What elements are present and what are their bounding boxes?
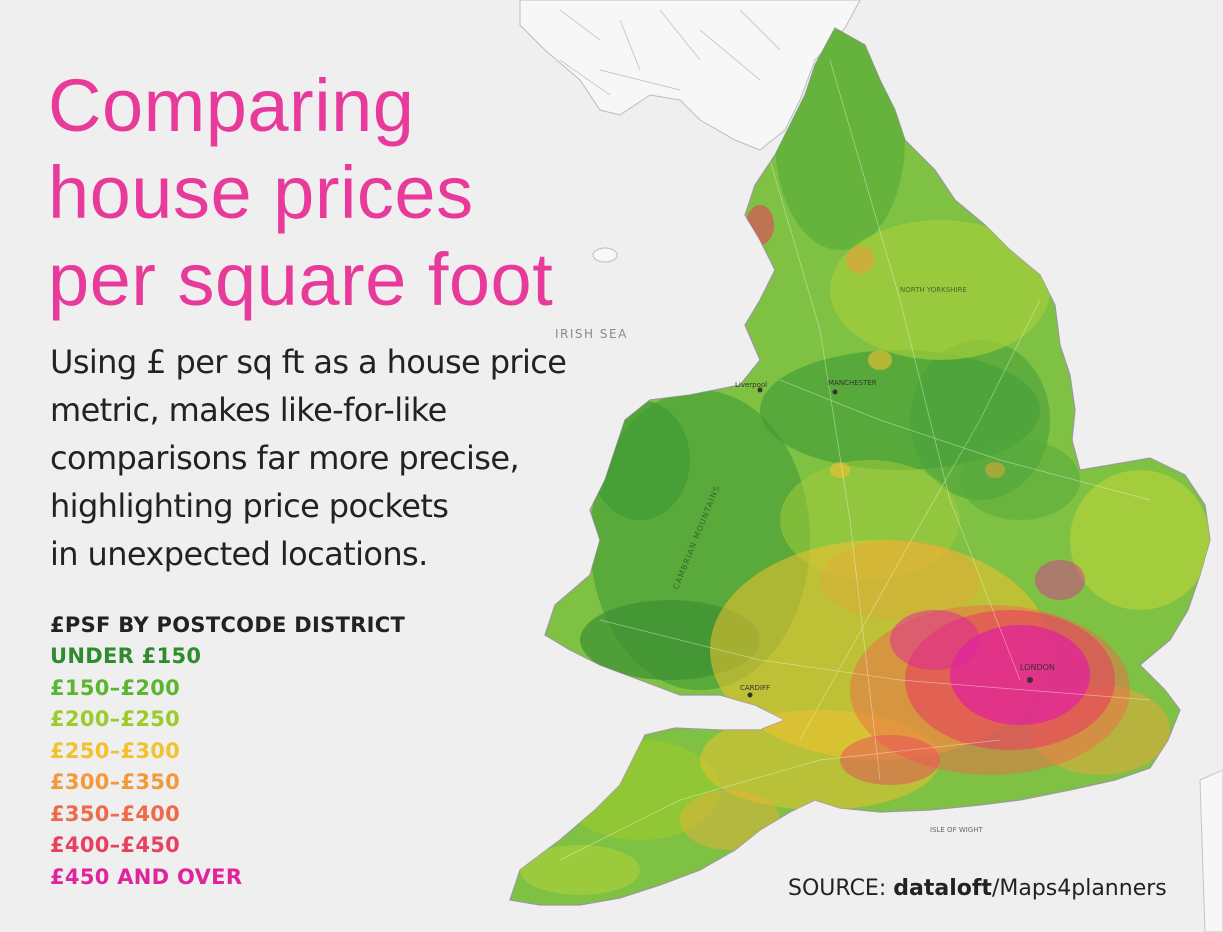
title-line: house prices (48, 151, 474, 234)
liverpool-label: Liverpool (735, 381, 767, 389)
north-yorkshire-label: NORTH YORKSHIRE (900, 286, 967, 294)
manchester-label: MANCHESTER (828, 379, 877, 387)
title-line: per square foot (48, 238, 554, 321)
irish-sea-label: IRISH SEA (555, 327, 628, 341)
source-credit: SOURCE: dataloft/Maps4planners (788, 876, 1167, 901)
legend-item-250-300: £250–£300 (50, 738, 181, 763)
legend-item-400-450: £400–£450 (50, 833, 181, 857)
description-line: highlighting price pockets (50, 487, 449, 525)
legend-item-300-350: £300–£350 (50, 770, 181, 794)
legend-item-under-150: UNDER £150 (50, 644, 202, 668)
legend-item-150-200: £150–£200 (50, 675, 181, 700)
legend-item-450-and-over: £450 AND OVER (50, 864, 243, 889)
description: Using £ per sq ft as a house price metri… (50, 338, 567, 578)
source-prefix: SOURCE: (788, 876, 894, 901)
source-suffix: /Maps4planners (991, 876, 1167, 901)
legend: £PSF BY POSTCODE DISTRICT UNDER £150 £15… (50, 610, 405, 893)
source-brand: dataloft (893, 876, 992, 901)
description-line: in unexpected locations. (50, 535, 428, 573)
legend-item-350-400: £350–£400 (50, 801, 181, 826)
cardiff-label: CARDIFF (740, 684, 770, 692)
price-heat-layer (520, 30, 1210, 895)
legend-title: £PSF BY POSTCODE DISTRICT (50, 613, 406, 637)
page-title: Comparing house prices per square foot (48, 62, 553, 323)
title-line: Comparing (48, 64, 415, 147)
description-line: comparisons far more precise, (50, 439, 520, 477)
isle-of-wight-label: ISLE OF WIGHT (930, 826, 983, 834)
legend-item-200-250: £200–£250 (50, 707, 181, 731)
london-label: LONDON (1020, 663, 1055, 672)
description-line: metric, makes like-for-like (50, 391, 447, 429)
description-line: Using £ per sq ft as a house price (50, 343, 567, 381)
